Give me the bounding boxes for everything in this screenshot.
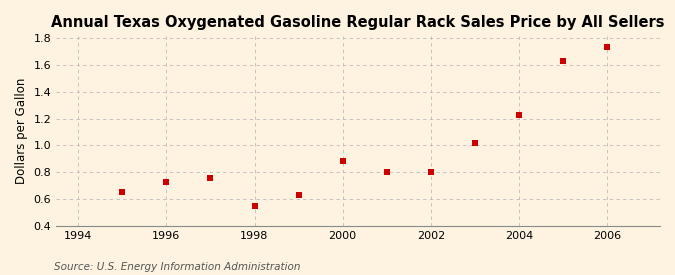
Y-axis label: Dollars per Gallon: Dollars per Gallon bbox=[15, 78, 28, 184]
Point bbox=[558, 59, 568, 63]
Point bbox=[161, 179, 171, 184]
Point bbox=[249, 204, 260, 208]
Point bbox=[425, 170, 436, 174]
Point bbox=[293, 193, 304, 197]
Point bbox=[601, 45, 612, 50]
Point bbox=[514, 112, 524, 117]
Point bbox=[205, 175, 216, 180]
Point bbox=[117, 190, 128, 194]
Point bbox=[470, 141, 481, 145]
Title: Annual Texas Oxygenated Gasoline Regular Rack Sales Price by All Sellers: Annual Texas Oxygenated Gasoline Regular… bbox=[51, 15, 665, 30]
Text: Source: U.S. Energy Information Administration: Source: U.S. Energy Information Administ… bbox=[54, 262, 300, 272]
Point bbox=[381, 170, 392, 174]
Point bbox=[338, 159, 348, 164]
